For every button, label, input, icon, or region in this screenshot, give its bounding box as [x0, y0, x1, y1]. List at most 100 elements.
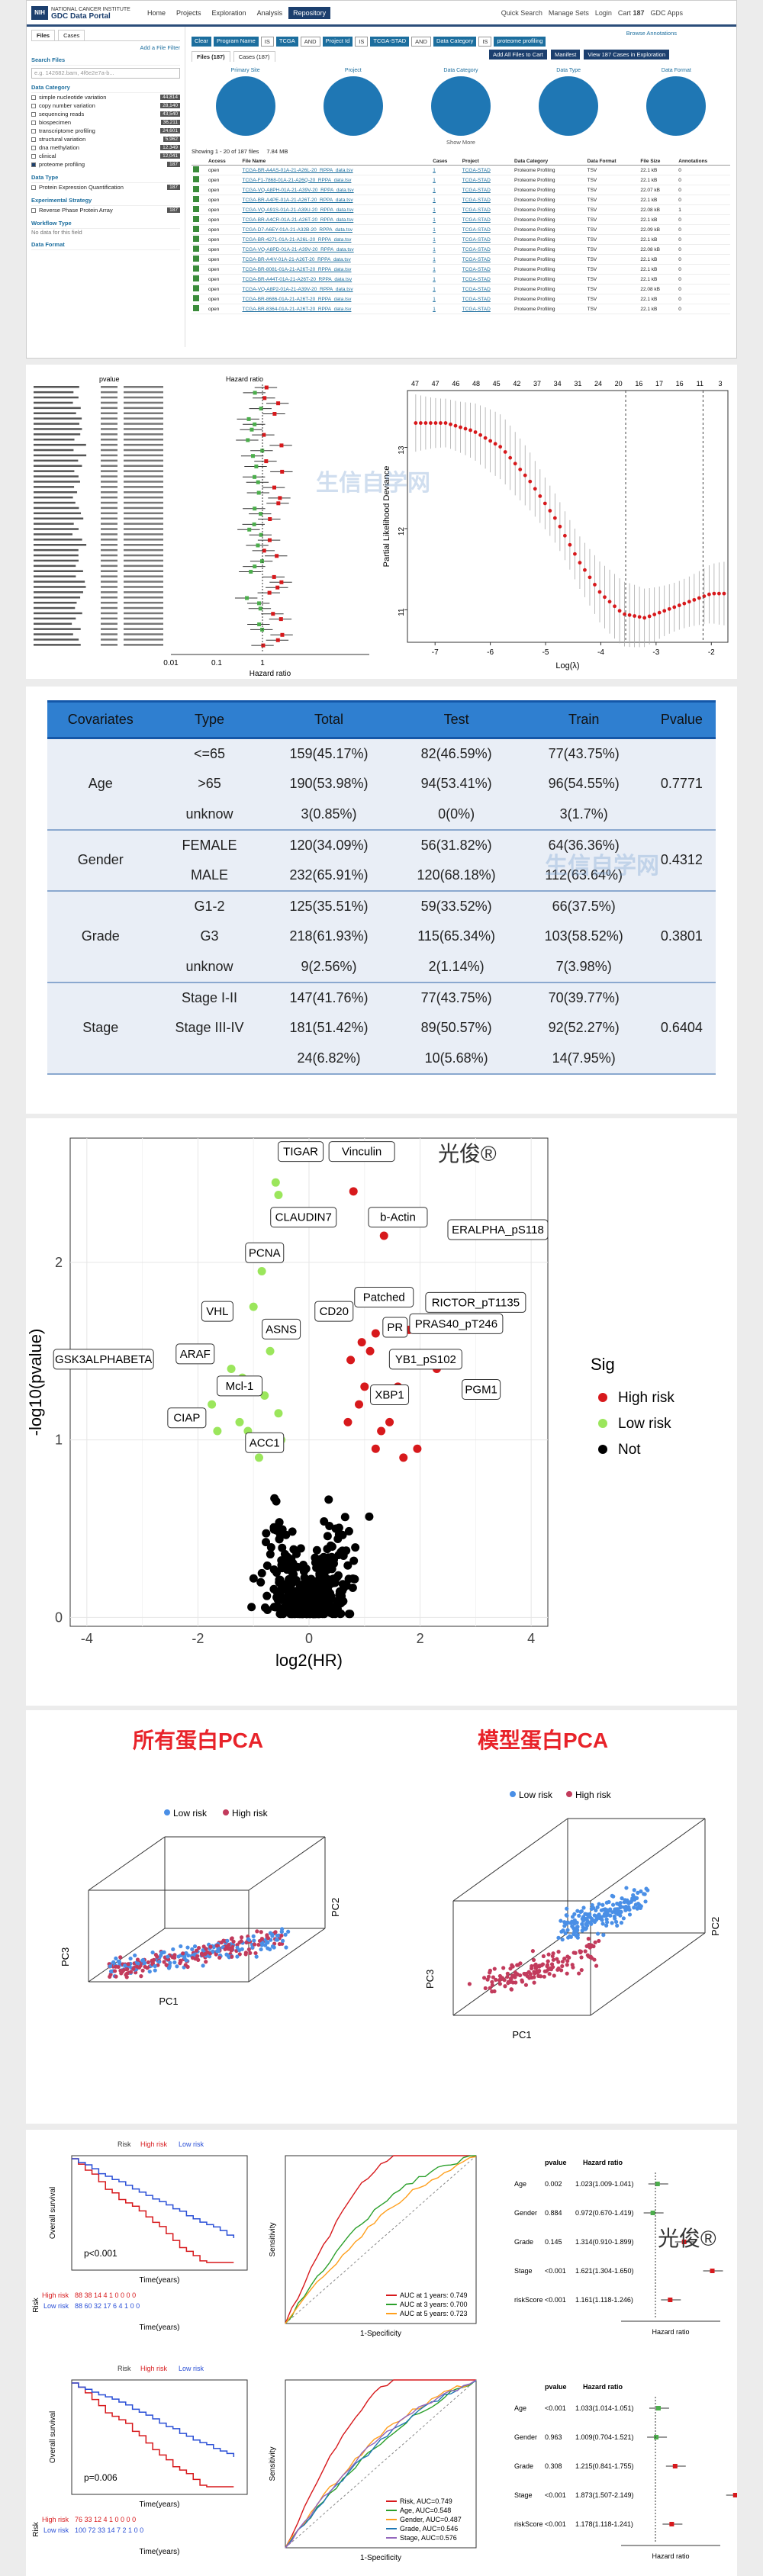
- nav-repository[interactable]: Repository: [288, 6, 331, 19]
- query-chip[interactable]: proteome profiling: [494, 37, 546, 47]
- checkbox[interactable]: [31, 162, 36, 167]
- table-link[interactable]: TCGA-STAD: [460, 165, 513, 175]
- add-to-cart-checkbox[interactable]: [193, 285, 199, 291]
- table-link[interactable]: TCGA-VQ-A8PD-01A-21-A39V-20_RPPA_data.ts…: [240, 244, 432, 255]
- add-to-cart-checkbox[interactable]: [193, 216, 199, 222]
- query-chip[interactable]: TCGA: [275, 37, 298, 47]
- nav-quick-search[interactable]: Quick Search: [501, 8, 542, 17]
- table-link[interactable]: 1: [431, 304, 461, 314]
- pie-project[interactable]: Project: [323, 68, 383, 136]
- add-to-cart-checkbox[interactable]: [193, 176, 199, 182]
- column-header[interactable]: File Size: [639, 158, 678, 166]
- table-link[interactable]: TCGA-STAD: [460, 204, 513, 215]
- table-link[interactable]: TCGA-BR-A4IV-01A-21-A26T-20_RPPA_data.ts…: [240, 254, 432, 265]
- table-link[interactable]: TCGA-STAD: [460, 214, 513, 225]
- table-link[interactable]: 1: [431, 175, 461, 185]
- nav-gdc-apps[interactable]: GDC Apps: [650, 8, 683, 17]
- table-link[interactable]: TCGA-VQ-A8PH-01A-21-A39V-20_RPPA_data.ts…: [240, 185, 432, 195]
- column-header[interactable]: [192, 158, 207, 166]
- facet-data-type-item[interactable]: Protein Expression Quantification 187: [31, 183, 180, 191]
- query-chip[interactable]: Project Id: [322, 37, 353, 47]
- checkbox[interactable]: [31, 153, 36, 159]
- facet-item[interactable]: copy number variation 28,140: [31, 101, 180, 110]
- add-to-cart-checkbox[interactable]: [193, 236, 199, 242]
- facet-data-type-title[interactable]: Data Type: [31, 172, 180, 183]
- checkbox[interactable]: [31, 95, 36, 100]
- side-tab-cases[interactable]: Cases: [58, 30, 85, 40]
- add-to-cart-checkbox[interactable]: [193, 166, 199, 172]
- table-link[interactable]: TCGA-D7-A6EY-01A-21-A32B-20_RPPA_data.ts…: [240, 224, 432, 235]
- table-link[interactable]: 1: [431, 244, 461, 255]
- table-link[interactable]: 1: [431, 294, 461, 304]
- add-to-cart-checkbox[interactable]: [193, 246, 199, 252]
- table-link[interactable]: 1: [431, 165, 461, 175]
- nav-login[interactable]: Login: [594, 8, 612, 17]
- table-link[interactable]: TCGA-STAD: [460, 294, 513, 304]
- pie-data-type[interactable]: Data Type: [539, 68, 599, 136]
- nav-projects[interactable]: Projects: [176, 8, 201, 17]
- table-link[interactable]: 1: [431, 234, 461, 245]
- add-to-cart-checkbox[interactable]: [193, 305, 199, 311]
- facet-strategy-title[interactable]: Experimental Strategy: [31, 195, 180, 206]
- add-to-cart-checkbox[interactable]: [193, 265, 199, 272]
- add-to-cart-checkbox[interactable]: [193, 196, 199, 202]
- table-link[interactable]: 1: [431, 264, 461, 275]
- checkbox[interactable]: [31, 137, 36, 142]
- facet-item[interactable]: biospecimen 36,211: [31, 118, 180, 127]
- table-link[interactable]: TCGA-STAD: [460, 264, 513, 275]
- query-chip[interactable]: Clear: [192, 37, 211, 47]
- table-link[interactable]: TCGA-VQ-A8P2-01A-21-A39V-20_RPPA_data.ts…: [240, 284, 432, 294]
- table-link[interactable]: TCGA-STAD: [460, 244, 513, 255]
- table-link[interactable]: TCGA-F1-7868-01A-21-A26Q-20_RPPA_data.ts…: [240, 175, 432, 185]
- facet-workflow-title[interactable]: Workflow Type: [31, 218, 180, 229]
- table-link[interactable]: TCGA-STAD: [460, 175, 513, 185]
- table-link[interactable]: TCGA-STAD: [460, 224, 513, 235]
- pie-primary-site[interactable]: Primary Site: [215, 68, 275, 136]
- query-chip[interactable]: Data Category: [433, 37, 477, 47]
- pie-data-category[interactable]: Data Category: [430, 68, 491, 136]
- column-header[interactable]: Annotations: [677, 158, 730, 166]
- query-chip[interactable]: Program Name: [213, 37, 259, 47]
- add-to-cart-checkbox[interactable]: [193, 226, 199, 232]
- nav-cart[interactable]: Cart 187: [618, 9, 645, 17]
- add-to-cart-checkbox[interactable]: [193, 186, 199, 192]
- tab-cases[interactable]: Cases (187): [233, 51, 275, 62]
- table-link[interactable]: TCGA-STAD: [460, 284, 513, 294]
- add-to-cart-checkbox[interactable]: [193, 256, 199, 262]
- facet-item[interactable]: sequencing reads 43,540: [31, 110, 180, 118]
- table-link[interactable]: TCGA-STAD: [460, 185, 513, 195]
- checkbox[interactable]: [31, 207, 36, 213]
- table-link[interactable]: TCGA-BR-8686-01A-21-A26T-20_RPPA_data.ts…: [240, 294, 432, 304]
- table-link[interactable]: 1: [431, 284, 461, 294]
- browse-annotations-link[interactable]: Browse Annotations: [626, 30, 677, 37]
- column-header[interactable]: Cases: [431, 158, 461, 166]
- facet-item[interactable]: proteome profiling 187: [31, 160, 180, 169]
- manifest-button[interactable]: Manifest: [550, 50, 581, 59]
- table-link[interactable]: TCGA-STAD: [460, 254, 513, 265]
- table-link[interactable]: TCGA-BR-4271-01A-21-A26L-20_RPPA_data.ts…: [240, 234, 432, 245]
- nav-exploration[interactable]: Exploration: [211, 8, 246, 17]
- facet-data-category-title[interactable]: Data Category: [31, 82, 180, 93]
- add-file-filter-link[interactable]: Add a File Filter: [140, 44, 180, 51]
- facet-strategy-item[interactable]: Reverse Phase Protein Array 187: [31, 206, 180, 214]
- checkbox[interactable]: [31, 120, 36, 125]
- side-tab-files[interactable]: Files: [31, 30, 56, 40]
- column-header[interactable]: Data Category: [513, 158, 586, 166]
- search-files-input[interactable]: e.g. 142682.bam, 4f6e2e7a-b...: [31, 68, 180, 79]
- column-header[interactable]: Access: [206, 158, 241, 166]
- facet-item[interactable]: clinical 12,041: [31, 152, 180, 160]
- table-link[interactable]: TCGA-BR-A4AS-01A-21-A26L-20_RPPA_data.ts…: [240, 165, 432, 175]
- facet-item[interactable]: dna methylation 12,349: [31, 143, 180, 152]
- table-link[interactable]: TCGA-BR-A4CR-01A-21-A26T-20_RPPA_data.ts…: [240, 214, 432, 225]
- table-link[interactable]: 1: [431, 195, 461, 205]
- column-header[interactable]: File Name: [240, 158, 432, 166]
- facet-item[interactable]: structural variation 5,962: [31, 135, 180, 143]
- table-link[interactable]: TCGA-BR-A44T-01A-21-A26T-20_RPPA_data.ts…: [240, 274, 432, 285]
- checkbox[interactable]: [31, 128, 36, 133]
- table-link[interactable]: TCGA-STAD: [460, 304, 513, 314]
- checkbox[interactable]: [31, 145, 36, 150]
- table-link[interactable]: TCGA-BR-A4PE-01A-21-A26T-20_RPPA_data.ts…: [240, 195, 432, 205]
- add-all-to-cart-button[interactable]: Add All Files to Cart: [489, 50, 547, 59]
- checkbox[interactable]: [31, 185, 36, 190]
- facet-item[interactable]: simple nucleotide variation 44,814: [31, 93, 180, 101]
